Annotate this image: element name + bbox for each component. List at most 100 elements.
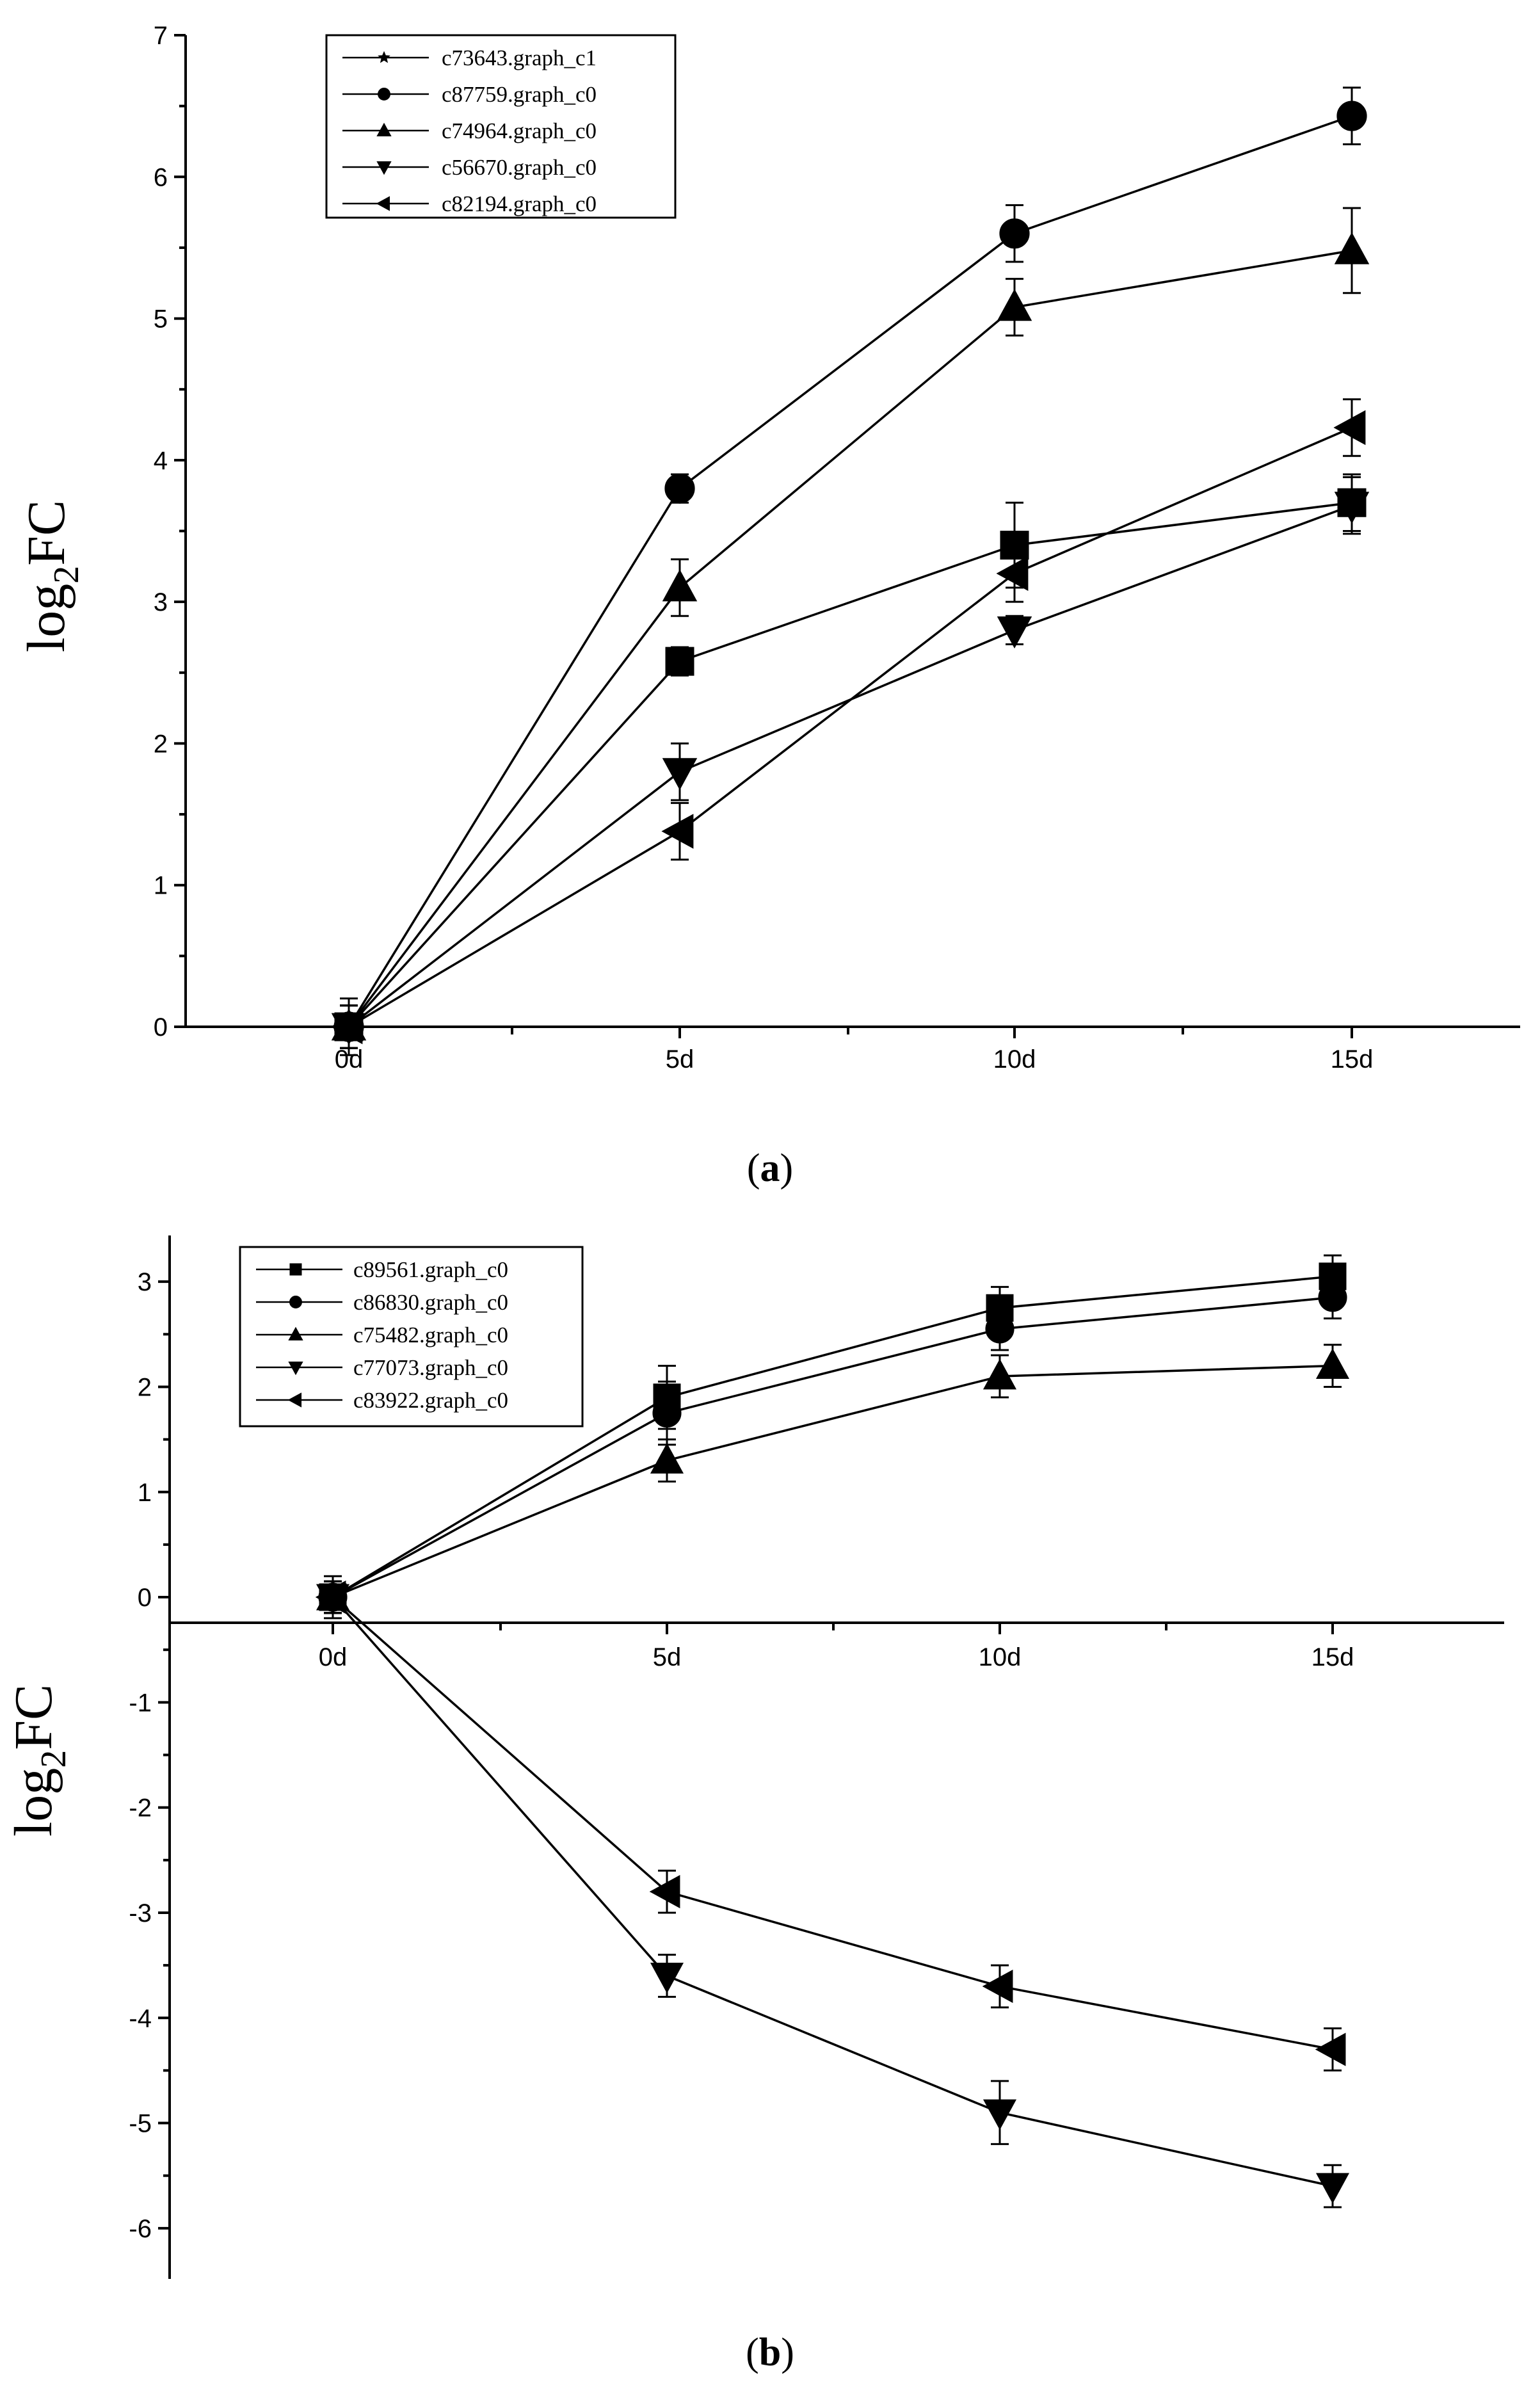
y-axis-label: log2FC [17,500,86,652]
data-point [983,2099,1017,2130]
legend-marker [288,1361,303,1376]
data-point [1315,2032,1346,2066]
y-tick-label: 7 [154,22,168,50]
series-line [348,249,1352,1028]
data-point [650,1443,684,1474]
y-tick-label: -2 [129,1794,152,1822]
data-point [1318,1283,1347,1312]
y-tick-label: 5 [154,305,168,334]
legend-entry: c82194.graph_c0 [442,191,597,216]
legend-marker [288,1326,303,1341]
data-point [997,289,1032,321]
data-point [330,1009,363,1045]
series-line [332,1275,1333,1598]
y-tick-label: 2 [154,730,168,758]
y-axis-label-sub: 2 [34,1750,74,1768]
series-c73643.graph_c1 [334,473,1367,1056]
caption-close: ) [780,1146,794,1190]
y-tick-label: -6 [129,2215,152,2243]
data-point [1334,232,1370,264]
series-c87759.graph_c0 [333,86,1367,1049]
y-axis-label-tail: FC [17,500,76,566]
data-point [983,1358,1017,1390]
x-tick-label: 5d [666,1045,694,1074]
legend-marker [376,196,390,211]
series-c56670.graph_c0 [331,476,1370,1049]
series-line [348,501,1352,1028]
y-tick-label: -3 [129,1899,152,1927]
series-c82194.graph_c0 [330,398,1366,1049]
legend-entry: c73643.graph_c1 [442,45,597,70]
data-point [1333,410,1366,446]
x-tick-label: 15d [1331,1045,1374,1074]
y-axis-label-tail: FC [4,1684,63,1750]
legend-entry: c77073.graph_c0 [353,1355,508,1380]
data-point [1315,2173,1350,2204]
caption-open: ( [747,1146,760,1190]
data-point [1336,101,1367,131]
data-point [315,1581,346,1614]
panel-caption: (a) [747,1146,793,1190]
caption-open: ( [746,2331,759,2374]
series-line [348,504,1352,1028]
y-tick-label: 0 [138,1584,152,1612]
legend: c73643.graph_c1 c87759.graph_c0 c74964.gra… [325,34,677,219]
x-tick-label: 0d [319,1643,348,1671]
y-tick-label: -4 [129,2004,152,2032]
data-point [999,218,1030,249]
data-point [650,1963,684,1993]
legend-entry: c89561.graph_c0 [353,1257,508,1282]
legend-marker [376,122,392,137]
y-tick-label: 6 [154,163,168,191]
y-tick-label: 4 [154,447,168,475]
series-line [332,1364,1333,1598]
series-line [332,1596,1333,2051]
legend-marker [378,51,390,63]
data-point [982,1969,1013,2004]
data-point [661,814,694,849]
y-tick-label: 3 [154,588,168,616]
series-line [332,1596,1333,2187]
y-tick-label: -5 [129,2110,152,2138]
x-tick-label: 10d [993,1045,1036,1074]
legend-entry: c75482.graph_c0 [353,1323,508,1347]
y-tick-label: 1 [154,872,168,900]
y-tick-label: 0 [154,1013,168,1042]
series-c83922.graph_c0 [315,1580,1346,2071]
y-axis-label-main: log [17,584,76,652]
data-point [1315,1348,1350,1380]
data-point [985,1314,1015,1344]
data-point [997,616,1032,648]
legend-entry: c83922.graph_c0 [353,1388,508,1413]
legend: c89561.graph_c0 c86830.graph_c0 c75482.gra… [239,1246,584,1428]
data-point [665,647,694,676]
x-tick-label: 15d [1311,1643,1354,1671]
caption-letter: a [760,1146,780,1190]
data-point [662,758,698,791]
legend-entry: c87759.graph_c0 [442,82,597,107]
panel-caption: (b) [746,2331,794,2374]
series-line [348,115,1352,1027]
legend-marker [287,1392,302,1408]
x-tick-label: 5d [653,1643,682,1671]
data-point [996,556,1029,591]
data-point [1334,492,1370,524]
legend-entry: c56670.graph_c0 [442,155,597,180]
legend-entry: c74964.graph_c0 [442,118,597,143]
y-tick-label: -1 [129,1689,152,1717]
legend-marker [289,1296,302,1308]
y-tick-label: 1 [138,1479,152,1507]
legend-marker [378,88,390,101]
data-point [662,569,698,602]
y-axis-label-main: log [4,1768,63,1837]
series-line [332,1296,1333,1598]
y-tick-label: 3 [138,1268,152,1296]
x-tick-label: 10d [979,1643,1022,1671]
y-axis-label-sub: 2 [47,566,86,584]
data-point [664,473,695,504]
series-line [348,426,1352,1028]
series-c77073.graph_c0 [316,1580,1350,2208]
